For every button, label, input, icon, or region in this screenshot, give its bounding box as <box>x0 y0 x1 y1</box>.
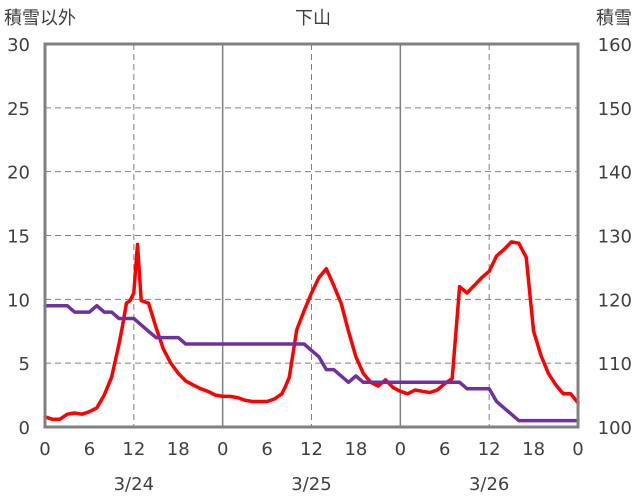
date-labels: 3/24 3/25 3/26 <box>114 474 510 495</box>
right-tick-label: 110 <box>598 354 632 375</box>
x-tick-label: 12 <box>122 439 145 460</box>
left-axis-label: 積雪以外 <box>4 8 76 29</box>
left-tick-label: 10 <box>7 290 30 311</box>
series-line-2 <box>43 303 580 423</box>
right-tick-label: 160 <box>598 35 632 56</box>
right-tick-label: 150 <box>598 99 632 120</box>
x-tick-label: 0 <box>572 439 583 460</box>
right-tick-label: 120 <box>598 290 632 311</box>
x-tick-label: 6 <box>439 439 450 460</box>
left-tick-label: 15 <box>7 227 30 248</box>
right-tick-label: 140 <box>598 163 632 184</box>
x-tick-label: 18 <box>167 439 190 460</box>
plot-frame <box>43 42 580 429</box>
right-tick-label: 130 <box>598 227 632 248</box>
x-tick-label: 6 <box>84 439 95 460</box>
x-tick-label: 0 <box>39 439 50 460</box>
left-tick-label: 30 <box>7 35 30 56</box>
x-tick-label: 6 <box>261 439 272 460</box>
left-tick-label: 25 <box>7 99 30 120</box>
x-tick-label: 12 <box>478 439 501 460</box>
chart-title: 下山 <box>295 8 331 29</box>
x-tick-label: 18 <box>344 439 367 460</box>
x-axis-ticks: 0 6 12 18 0 6 12 18 0 6 12 18 0 <box>39 439 583 460</box>
x-tick-label: 18 <box>522 439 545 460</box>
x-tick-label: 12 <box>300 439 323 460</box>
date-label: 3/25 <box>291 474 331 495</box>
date-label: 3/24 <box>114 474 154 495</box>
x-tick-label: 0 <box>217 439 228 460</box>
left-axis-ticks: 0 5 10 15 20 25 30 <box>7 35 30 439</box>
date-label: 3/26 <box>469 474 509 495</box>
left-tick-label: 5 <box>19 354 30 375</box>
left-tick-label: 0 <box>19 418 30 439</box>
right-axis-ticks: 100 110 120 130 140 150 160 <box>598 35 632 439</box>
right-axis-label: 積雪 <box>596 8 632 29</box>
series-line-1 <box>43 240 580 422</box>
grid-lines <box>45 44 578 427</box>
right-tick-label: 100 <box>598 418 632 439</box>
data-series <box>43 240 580 423</box>
left-tick-label: 20 <box>7 163 30 184</box>
x-tick-label: 0 <box>395 439 406 460</box>
